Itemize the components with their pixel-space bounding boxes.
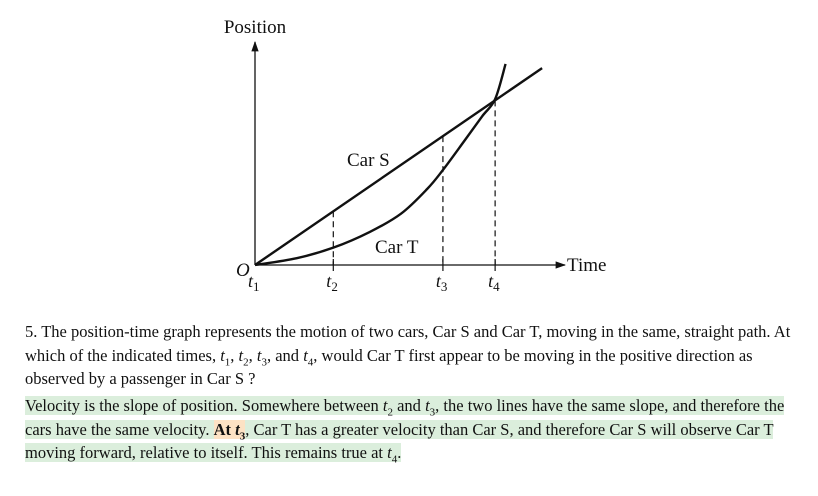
answer-strong-t: t bbox=[235, 419, 240, 439]
x-axis-label: Time bbox=[567, 255, 606, 276]
question-t4: t bbox=[303, 345, 308, 365]
question-t1-sub: 1 bbox=[224, 355, 231, 368]
question-t2: t bbox=[238, 345, 244, 365]
answer-ta-sub: 2 bbox=[387, 406, 393, 419]
answer-ta: t bbox=[382, 396, 388, 415]
position-time-chart: Position Time O Car S Car T t1 t2 t3 t4 bbox=[224, 17, 607, 294]
tick-label-sub-4: 4 bbox=[493, 279, 500, 294]
answer-end: . bbox=[397, 443, 402, 462]
question-sep: , bbox=[230, 345, 239, 365]
tick-label-4: t4 bbox=[488, 271, 500, 294]
answer-and: and bbox=[392, 396, 426, 415]
question-t3-sub: 3 bbox=[261, 355, 267, 368]
answer-tc-sub: 4 bbox=[391, 453, 398, 466]
chart-labels: Position Time O Car S Car T t1 t2 t3 t4 bbox=[224, 17, 607, 294]
answer-explanation: Velocity is the slope of position. Somew… bbox=[25, 394, 807, 465]
tick-label-2: t2 bbox=[326, 271, 338, 294]
answer-strong-highlight: At t3 bbox=[213, 419, 246, 442]
question-t2-sub: 2 bbox=[243, 355, 249, 368]
tick-label-sub-3: 3 bbox=[441, 279, 448, 294]
answer-tc: t bbox=[387, 443, 392, 462]
answer-tb-sub: 3 bbox=[429, 406, 436, 419]
question-prefix: 5. The position-time graph represents th… bbox=[25, 322, 791, 365]
answer-tb: t bbox=[425, 396, 430, 415]
question-sep: , and bbox=[266, 345, 304, 365]
question-t3: t bbox=[256, 345, 262, 365]
question-sep: , bbox=[248, 345, 257, 365]
tick-label-sub-2: 2 bbox=[331, 279, 338, 294]
answer-part3: , Car T has a greater velocity than Car … bbox=[25, 419, 774, 463]
car-t-label: Car T bbox=[375, 237, 419, 258]
question-text: 5. The position-time graph represents th… bbox=[25, 320, 807, 391]
car-t-curve bbox=[254, 63, 507, 267]
car-s-label: Car S bbox=[347, 150, 390, 171]
chart-marks bbox=[254, 63, 543, 271]
answer-part1: Velocity is the slope of position. Somew… bbox=[25, 396, 383, 415]
tick-label-sub-1: 1 bbox=[253, 279, 260, 294]
answer-part2: , the two lines have the same slope, and… bbox=[25, 396, 785, 439]
question-suffix: , would Car T first appear to be moving … bbox=[25, 345, 753, 389]
y-axis-label: Position bbox=[224, 17, 287, 38]
answer-highlight: Velocity is the slope of position. Somew… bbox=[25, 396, 785, 466]
chart-axes bbox=[251, 40, 567, 269]
answer-strong-prefix: At bbox=[213, 419, 236, 439]
tick-label-1: t1 bbox=[248, 271, 260, 294]
car-s-line bbox=[254, 67, 543, 266]
question-t1: t bbox=[220, 345, 225, 365]
question-t4-sub: 4 bbox=[307, 355, 314, 368]
origin-label: O bbox=[236, 260, 250, 281]
tick-label-3: t3 bbox=[436, 271, 448, 294]
answer-strong-sub: 3 bbox=[239, 429, 246, 442]
